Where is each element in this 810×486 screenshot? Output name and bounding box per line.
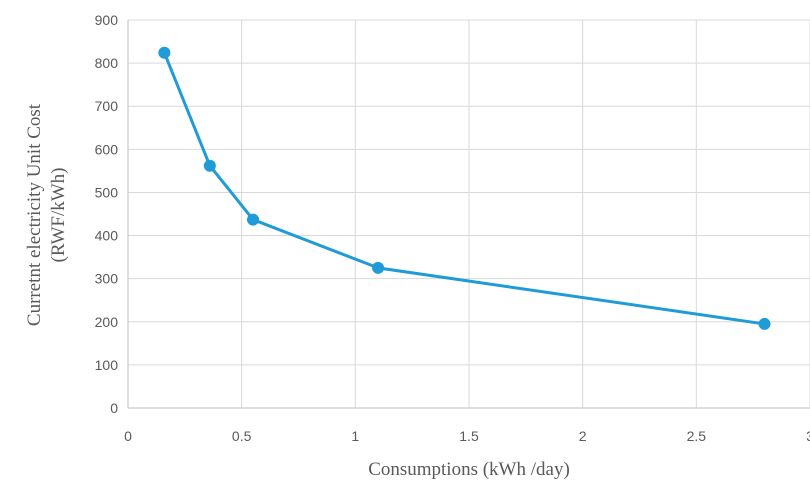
axes — [127, 20, 810, 409]
y-tick-label: 900 — [95, 12, 119, 28]
x-tick-label: 1.5 — [459, 428, 479, 444]
y-tick-label: 100 — [95, 357, 119, 373]
data-point — [758, 317, 771, 330]
gridlines — [128, 19, 810, 408]
x-tick-label: 3 — [806, 428, 810, 444]
y-tick-label: 200 — [95, 314, 119, 330]
x-tick-label: 0.5 — [232, 428, 252, 444]
data-point — [203, 159, 216, 172]
y-axis-title-line1: Curretnt electricity Unit Cost — [24, 103, 45, 326]
y-tick-label: 300 — [95, 271, 119, 287]
tick-labels: 0 100 200 300 400 500 600 700 800 900 0 0.5 1 1.5 2 2.5… — [95, 12, 810, 444]
data-point — [372, 261, 385, 274]
data-series — [158, 46, 771, 330]
x-tick-label: 2 — [579, 428, 587, 444]
x-tick-label: 2.5 — [687, 428, 707, 444]
x-tick-label: 1 — [351, 428, 359, 444]
y-axis-title-line2: (RWF/kWh) — [48, 168, 69, 263]
x-axis-title: Consumptions (kWh /day) — [368, 459, 570, 480]
y-tick-label: 600 — [95, 141, 119, 157]
y-axis-title: Curretnt electricity Unit Cost (RWF/kWh) — [24, 103, 69, 326]
y-tick-label: 0 — [110, 400, 118, 416]
data-point — [247, 213, 260, 226]
data-point — [158, 46, 171, 59]
series-line — [162, 52, 765, 326]
y-tick-label: 700 — [95, 98, 119, 114]
x-tick-label: 0 — [124, 428, 132, 444]
y-tick-label: 400 — [95, 228, 119, 244]
y-tick-label: 800 — [95, 55, 119, 71]
y-tick-label: 500 — [95, 184, 119, 200]
